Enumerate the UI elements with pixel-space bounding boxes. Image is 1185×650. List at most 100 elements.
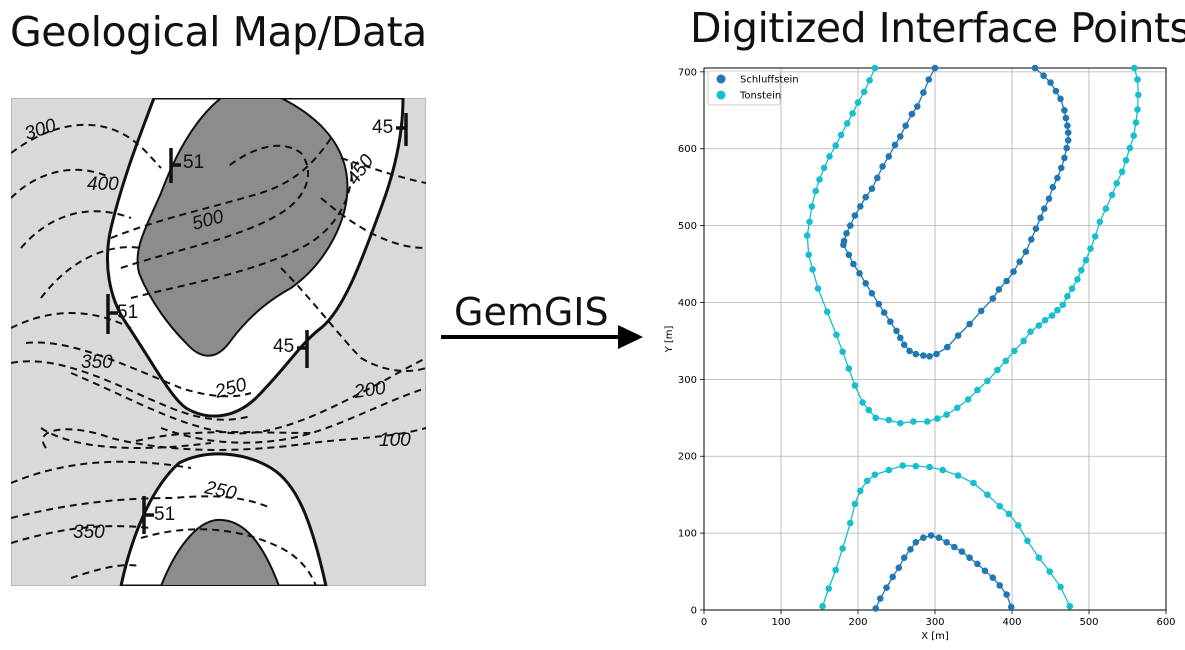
data-point <box>895 564 903 571</box>
data-point <box>803 232 811 239</box>
arrow-label: GemGIS <box>454 290 609 334</box>
data-point <box>900 341 908 349</box>
data-point <box>885 466 893 474</box>
data-point <box>871 471 879 479</box>
legend-label-schluffstein: Schluffstein <box>740 75 799 86</box>
data-point <box>1035 554 1043 561</box>
data-point <box>849 110 856 117</box>
data-point <box>833 331 840 339</box>
data-point <box>875 300 883 308</box>
data-point <box>877 595 884 602</box>
data-point <box>868 185 876 192</box>
data-point <box>1126 144 1134 152</box>
data-point <box>1113 180 1120 187</box>
data-point <box>1005 510 1013 518</box>
contour-label: 350 <box>81 352 113 373</box>
data-point <box>863 477 871 485</box>
data-point <box>1037 214 1044 222</box>
data-point <box>887 318 894 326</box>
series-line <box>842 67 1069 357</box>
data-point <box>935 534 943 541</box>
data-point <box>908 110 916 118</box>
series-line <box>875 534 1012 609</box>
data-point <box>1064 293 1071 300</box>
strike-label: 51 <box>154 504 175 525</box>
data-point <box>1063 144 1070 152</box>
legend-marker-schluffstein <box>716 74 726 84</box>
data-point <box>1041 205 1048 212</box>
x-tick-label: 600 <box>1156 617 1175 628</box>
y-tick-label: 400 <box>678 298 697 309</box>
data-point <box>843 230 850 237</box>
data-point <box>906 347 913 355</box>
series-schluffstein <box>840 64 1072 612</box>
data-point <box>837 131 845 139</box>
data-point <box>1016 258 1023 265</box>
data-point <box>1134 76 1141 83</box>
data-point <box>1078 266 1085 274</box>
data-point <box>805 251 812 259</box>
data-point <box>1054 306 1061 314</box>
y-tick-label: 200 <box>678 452 697 463</box>
data-point <box>1020 337 1027 345</box>
data-point <box>970 479 977 487</box>
data-point <box>981 567 989 575</box>
y-tick-label: 500 <box>678 221 697 232</box>
data-point <box>924 418 931 425</box>
data-point <box>865 406 873 414</box>
y-tick-label: 100 <box>678 529 697 540</box>
contour-label: 100 <box>379 430 411 451</box>
data-point <box>840 241 847 249</box>
data-point <box>872 605 879 612</box>
data-point <box>984 377 991 385</box>
data-point <box>912 462 920 470</box>
data-point <box>885 416 893 424</box>
data-point <box>943 539 950 546</box>
data-point <box>1047 79 1054 86</box>
inner-unit-upper <box>136 98 349 357</box>
x-tick-label: 400 <box>1002 617 1021 628</box>
data-point <box>1066 602 1074 610</box>
strike-label: 51 <box>183 152 204 173</box>
data-point <box>1059 301 1067 309</box>
data-point <box>934 415 941 422</box>
data-point <box>1064 122 1071 129</box>
data-point <box>1028 236 1035 243</box>
data-point <box>984 491 991 499</box>
data-point <box>885 153 893 160</box>
data-point <box>809 266 816 273</box>
data-point <box>966 320 973 328</box>
data-point <box>843 120 851 127</box>
data-point <box>914 103 921 110</box>
strike-dip-symbols <box>106 113 408 534</box>
data-point <box>989 574 997 581</box>
y-axis-ticks: 0 100 200 300 400 500 600 700 <box>678 67 704 617</box>
left-panel-title: Geological Map/Data <box>10 8 427 56</box>
data-point <box>977 307 985 315</box>
data-point <box>925 76 933 83</box>
data-point <box>926 353 933 360</box>
data-point <box>912 350 920 358</box>
data-point <box>899 462 906 469</box>
x-axis-label: X [m] <box>921 631 949 642</box>
data-point <box>880 309 888 316</box>
data-point <box>900 554 908 561</box>
data-point <box>847 222 854 229</box>
data-point <box>1118 168 1126 176</box>
data-point <box>1002 357 1010 365</box>
data-point <box>845 365 853 372</box>
y-tick-label: 600 <box>678 144 697 155</box>
data-point <box>862 280 869 287</box>
data-point <box>974 386 981 394</box>
data-point <box>966 554 973 561</box>
data-point <box>825 585 832 592</box>
data-point <box>883 584 890 591</box>
data-point <box>996 502 1003 510</box>
data-point <box>1049 183 1057 191</box>
x-tick-label: 200 <box>848 617 867 628</box>
contour-label: 400 <box>87 174 119 195</box>
data-point <box>1007 603 1015 611</box>
data-point <box>1135 91 1142 99</box>
data-point <box>857 487 864 495</box>
data-point <box>1041 316 1049 324</box>
